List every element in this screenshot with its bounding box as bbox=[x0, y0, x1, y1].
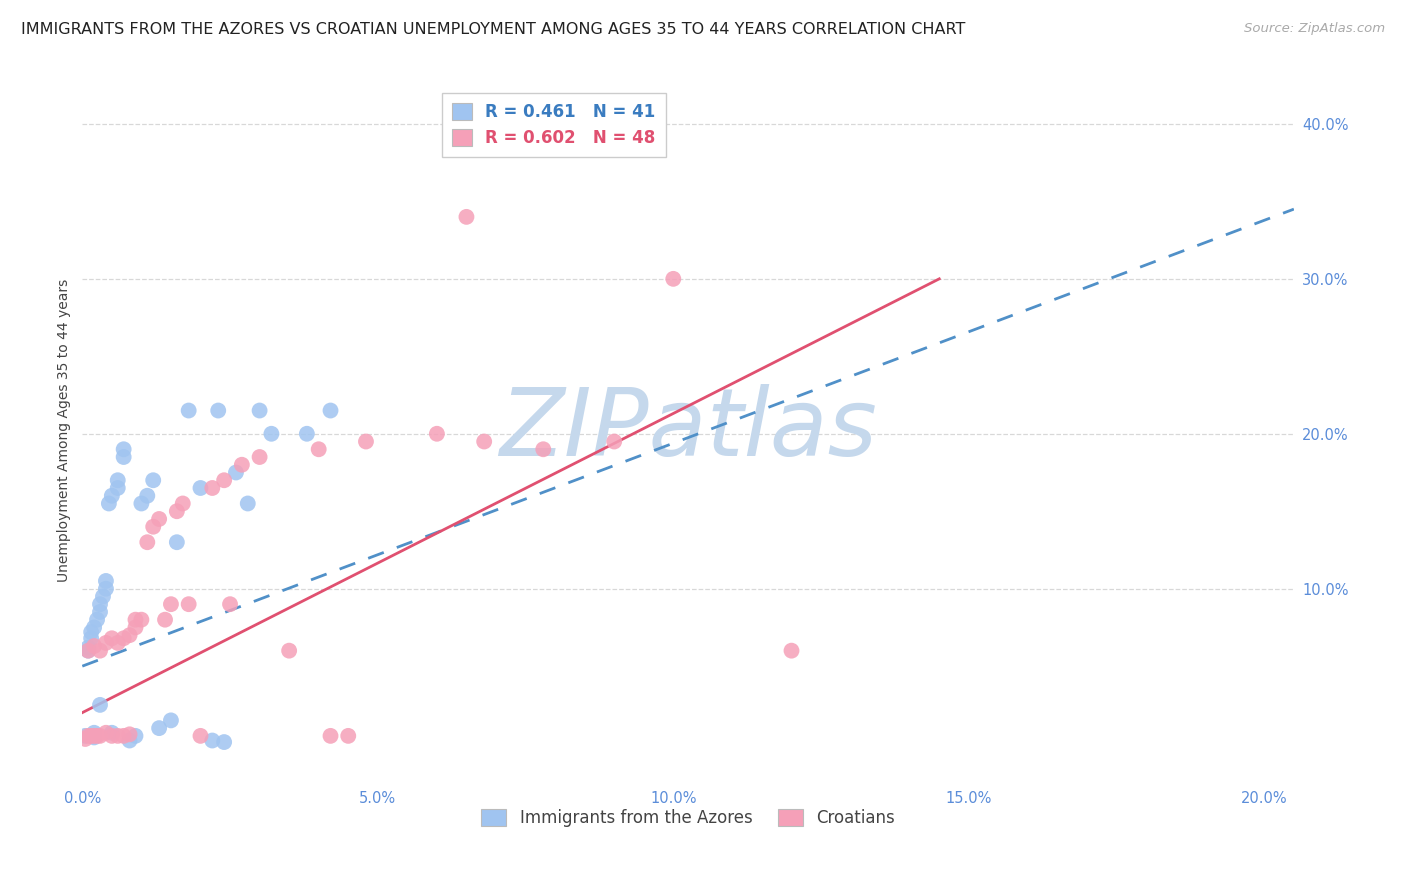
Point bbox=[107, 473, 129, 487]
Y-axis label: Unemployment Among Ages 35 to 44 years: Unemployment Among Ages 35 to 44 years bbox=[58, 278, 72, 582]
Point bbox=[207, 403, 229, 417]
Point bbox=[201, 481, 224, 495]
Point bbox=[166, 504, 188, 518]
Point bbox=[75, 729, 97, 743]
Point bbox=[308, 442, 330, 457]
Text: ZIPatlas: ZIPatlas bbox=[499, 384, 877, 475]
Point bbox=[153, 613, 176, 627]
Point bbox=[101, 632, 124, 646]
Text: IMMIGRANTS FROM THE AZORES VS CROATIAN UNEMPLOYMENT AMONG AGES 35 TO 44 YEARS CO: IMMIGRANTS FROM THE AZORES VS CROATIAN U… bbox=[21, 22, 966, 37]
Point bbox=[231, 458, 253, 472]
Point bbox=[107, 729, 129, 743]
Point bbox=[86, 613, 108, 627]
Point bbox=[124, 620, 146, 634]
Point bbox=[142, 519, 165, 533]
Point bbox=[83, 729, 105, 743]
Point bbox=[249, 450, 271, 464]
Text: Source: ZipAtlas.com: Source: ZipAtlas.com bbox=[1244, 22, 1385, 36]
Point bbox=[107, 636, 129, 650]
Point bbox=[136, 489, 159, 503]
Point bbox=[94, 574, 117, 588]
Point bbox=[112, 729, 135, 743]
Point bbox=[89, 605, 111, 619]
Point bbox=[177, 403, 200, 417]
Point bbox=[89, 729, 111, 743]
Point bbox=[101, 725, 124, 739]
Point bbox=[295, 426, 318, 441]
Point bbox=[89, 597, 111, 611]
Point bbox=[83, 731, 105, 745]
Point bbox=[212, 473, 235, 487]
Point bbox=[166, 535, 188, 549]
Point bbox=[86, 729, 108, 743]
Point bbox=[426, 426, 449, 441]
Point bbox=[260, 426, 283, 441]
Point bbox=[472, 434, 495, 449]
Point bbox=[201, 733, 224, 747]
Point bbox=[112, 442, 135, 457]
Point bbox=[172, 496, 194, 510]
Point bbox=[131, 496, 153, 510]
Point bbox=[603, 434, 626, 449]
Point bbox=[249, 403, 271, 417]
Point bbox=[94, 636, 117, 650]
Point bbox=[94, 725, 117, 739]
Point bbox=[89, 643, 111, 657]
Legend: Immigrants from the Azores, Croatians: Immigrants from the Azores, Croatians bbox=[475, 803, 901, 834]
Point bbox=[177, 597, 200, 611]
Point bbox=[456, 210, 478, 224]
Point bbox=[112, 632, 135, 646]
Point bbox=[142, 473, 165, 487]
Point bbox=[124, 613, 146, 627]
Point bbox=[780, 643, 803, 657]
Point bbox=[112, 450, 135, 464]
Point bbox=[83, 620, 105, 634]
Point bbox=[80, 625, 103, 640]
Point bbox=[278, 643, 301, 657]
Point bbox=[225, 466, 247, 480]
Point bbox=[91, 590, 114, 604]
Point bbox=[77, 643, 100, 657]
Point bbox=[219, 597, 242, 611]
Point bbox=[107, 481, 129, 495]
Point bbox=[83, 725, 105, 739]
Point bbox=[319, 403, 342, 417]
Point bbox=[160, 714, 183, 728]
Point bbox=[97, 496, 120, 510]
Point bbox=[190, 729, 212, 743]
Point bbox=[77, 643, 100, 657]
Point bbox=[160, 597, 183, 611]
Point bbox=[148, 721, 170, 735]
Point bbox=[94, 582, 117, 596]
Point bbox=[101, 729, 124, 743]
Point bbox=[118, 733, 141, 747]
Point bbox=[77, 640, 100, 655]
Point bbox=[531, 442, 554, 457]
Point bbox=[118, 727, 141, 741]
Point bbox=[124, 729, 146, 743]
Point bbox=[118, 628, 141, 642]
Point bbox=[337, 729, 360, 743]
Point bbox=[662, 272, 685, 286]
Point bbox=[77, 729, 100, 743]
Point bbox=[319, 729, 342, 743]
Point bbox=[80, 632, 103, 646]
Point bbox=[136, 535, 159, 549]
Point bbox=[89, 698, 111, 712]
Point bbox=[80, 729, 103, 743]
Point bbox=[212, 735, 235, 749]
Point bbox=[83, 639, 105, 653]
Point bbox=[75, 731, 97, 746]
Point bbox=[148, 512, 170, 526]
Point bbox=[131, 613, 153, 627]
Point bbox=[354, 434, 377, 449]
Point bbox=[236, 496, 259, 510]
Point bbox=[101, 489, 124, 503]
Point bbox=[190, 481, 212, 495]
